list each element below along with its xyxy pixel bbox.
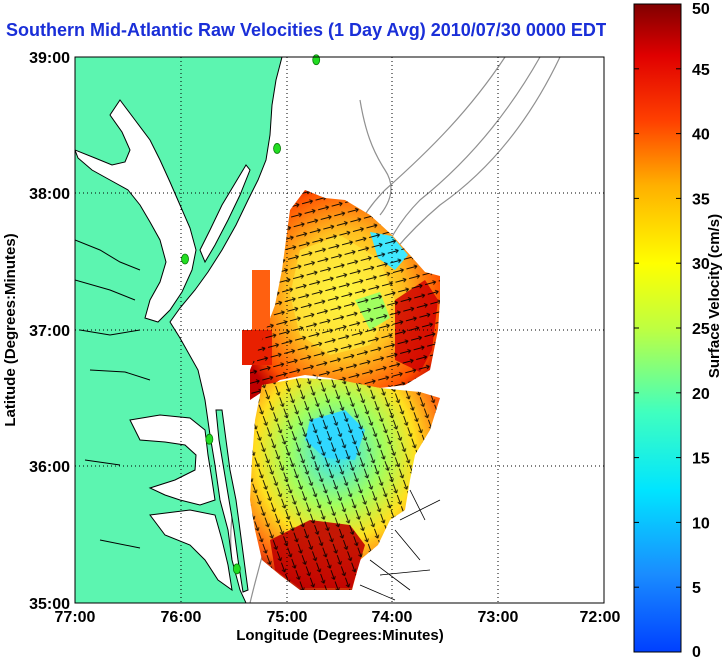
x-tick-label: 77:00	[55, 609, 96, 626]
colorbar-tick-label: 30	[692, 256, 710, 273]
colorbar-tick-label: 35	[692, 191, 710, 208]
radar-station-marker	[205, 433, 214, 445]
plot-frame	[74, 56, 605, 604]
x-axis-label: Longitude (Degrees:Minutes)	[236, 627, 444, 644]
x-tick-label: 74:00	[372, 609, 413, 626]
y-tick-label: 37:00	[29, 323, 70, 340]
y-tick-label: 38:00	[29, 186, 70, 203]
x-tick-label: 72:00	[580, 609, 621, 626]
colorbar-ticks: 0 5 10 15 20 25 30 35 40 45 50	[634, 1, 710, 659]
colorbar-label: Surface Velocity (cm/s)	[706, 214, 723, 378]
radar-station-marker	[312, 54, 321, 66]
map-title: Southern Mid-Atlantic Raw Velocities (1 …	[6, 20, 606, 40]
y-tick-label: 39:00	[29, 50, 70, 67]
colorbar-tick-label: 25	[692, 321, 710, 338]
colorbar-tick-label: 40	[692, 127, 710, 144]
x-tick-label: 73:00	[478, 609, 519, 626]
colorbar-tick-label: 45	[692, 62, 710, 79]
y-axis-label: Latitude (Degrees:Minutes)	[2, 233, 19, 426]
velocity-field-north	[242, 190, 440, 400]
radar-station-marker	[273, 143, 281, 154]
y-tick-label: 36:00	[29, 459, 70, 476]
colorbar-tick-label: 50	[692, 1, 710, 18]
grid-lines	[75, 57, 604, 603]
x-axis-ticks: 77:00 76:00 75:00 74:00 73:00 72:00	[55, 609, 621, 626]
colorbar-tick-label: 15	[692, 451, 710, 468]
y-axis-ticks: 39:00 38:00 37:00 36:00 35:00	[29, 50, 70, 613]
x-tick-label: 76:00	[161, 609, 202, 626]
colorbar-tick-label: 5	[692, 580, 701, 597]
land	[75, 57, 283, 603]
radar-station-marker	[232, 563, 241, 575]
y-tick-label: 35:00	[29, 596, 70, 613]
colorbar	[633, 3, 682, 653]
colorbar-tick-label: 20	[692, 386, 710, 403]
velocity-field-south	[250, 378, 441, 601]
colorbar-tick-label: 0	[692, 644, 701, 659]
radar-station-marker	[181, 253, 189, 265]
colorbar-tick-label: 10	[692, 515, 710, 532]
x-tick-label: 75:00	[267, 609, 308, 626]
